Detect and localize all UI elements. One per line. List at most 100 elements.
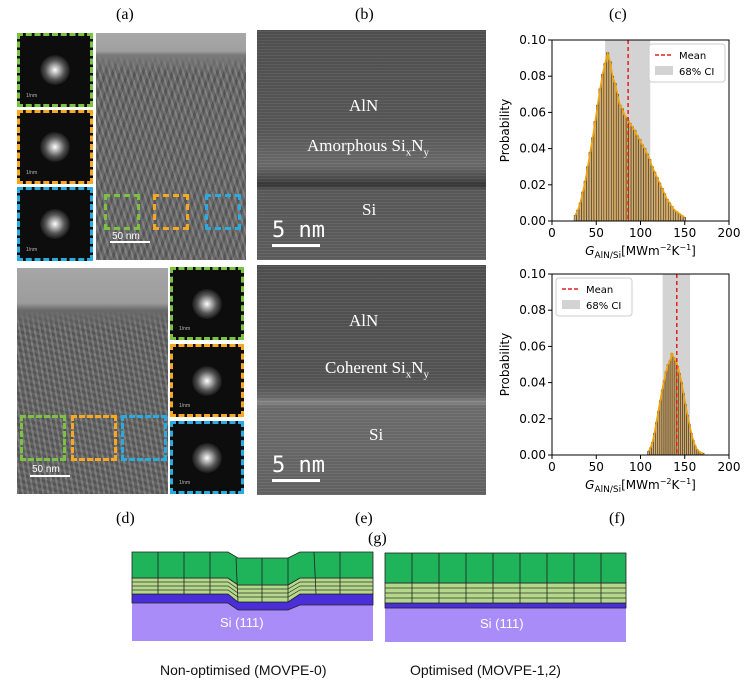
fft-spot bbox=[192, 365, 222, 396]
panel-label-d: (d) bbox=[116, 510, 135, 527]
fft-scale: 1/nm bbox=[179, 403, 191, 409]
fft-spot bbox=[40, 209, 70, 239]
y-tick-label: 0.02 bbox=[519, 412, 546, 426]
fft-green: 1/nm bbox=[17, 33, 93, 107]
y-tick-label: 0.04 bbox=[519, 376, 546, 390]
histogram-bar bbox=[613, 83, 617, 222]
histogram-bar bbox=[650, 166, 654, 222]
histogram-bar bbox=[672, 209, 677, 222]
fft-scale: 1/nm bbox=[26, 170, 38, 176]
histogram-bar bbox=[638, 139, 642, 222]
histogram-bar bbox=[618, 104, 622, 222]
aln-right bbox=[384, 552, 627, 584]
x-axis-label: GAlN/Si[MWm−2K−1] bbox=[585, 477, 696, 494]
fft-scale: 1/nm bbox=[179, 326, 191, 332]
caption-left: Non-optimised (MOVPE-0) bbox=[160, 662, 327, 678]
caption-right: Optimised (MOVPE-1,2) bbox=[410, 662, 561, 678]
histogram-bar bbox=[598, 88, 602, 222]
y-tick-label: 0.02 bbox=[519, 178, 546, 192]
histogram-bar bbox=[601, 74, 605, 222]
panel-label-a: (a) bbox=[116, 6, 134, 23]
x-tick-label: 50 bbox=[589, 226, 604, 240]
histogram-bar bbox=[630, 126, 634, 222]
scale-bar-label: 50 nm bbox=[112, 231, 140, 242]
layer-label-si: Si bbox=[362, 200, 377, 219]
histogram-bar bbox=[635, 135, 639, 222]
layer-label-interlayer: Coherent SixNy bbox=[325, 358, 430, 381]
histogram-bar bbox=[658, 182, 662, 222]
y-axis-label: Probability bbox=[498, 99, 512, 162]
aln-left bbox=[131, 551, 374, 586]
histogram-chart-f: 0 50 100 150 200 0.00 0.02 0.04 0.06 0.08 0.10 Prob… bbox=[498, 267, 741, 494]
roi-blue bbox=[205, 194, 241, 230]
roi-orange bbox=[153, 194, 189, 230]
tem-image-d: 50 nm bbox=[17, 268, 168, 494]
x-tick-label: 0 bbox=[548, 460, 556, 474]
histogram-bar bbox=[615, 94, 620, 222]
histogram-bar bbox=[660, 188, 664, 222]
legend-ci-label: 68% CI bbox=[586, 301, 621, 312]
histogram-bar bbox=[593, 121, 597, 222]
legend-mean-label: Mean bbox=[586, 285, 613, 296]
histogram-bar bbox=[667, 202, 672, 222]
scale-bar-label: 50 nm bbox=[32, 464, 60, 475]
x-tick-label: 100 bbox=[629, 226, 652, 240]
histogram-bar bbox=[603, 63, 607, 222]
fft-spot bbox=[192, 288, 222, 319]
substrate-label-right: Si (111) bbox=[480, 616, 524, 631]
fft-orange: 1/nm bbox=[170, 344, 244, 417]
substrate-label-left: Si (111) bbox=[220, 615, 264, 630]
y-tick-label: 0.06 bbox=[519, 105, 546, 119]
grain-boundaries-right bbox=[411, 553, 602, 603]
layer-label-si: Si bbox=[369, 425, 384, 444]
legend-mean-label: Mean bbox=[679, 51, 706, 62]
roi-green bbox=[104, 194, 140, 230]
fft-spot bbox=[40, 132, 70, 162]
tem-image-a: 50 nm bbox=[96, 33, 246, 260]
histogram-chart-c: 0 50 100 150 200 0.00 0.02 0.04 0.06 0.08 0.10 Prob… bbox=[498, 33, 740, 260]
buffer-lines-left bbox=[132, 581, 373, 598]
schematic-right bbox=[384, 552, 627, 642]
substrate-right bbox=[385, 608, 626, 642]
histogram-bar bbox=[633, 130, 637, 222]
interlayer-right bbox=[384, 602, 627, 609]
fft-scale: 1/nm bbox=[179, 480, 191, 486]
fft-scale: 1/nm bbox=[26, 247, 38, 253]
y-tick-label: 0.00 bbox=[519, 448, 546, 462]
panel-label-b: (b) bbox=[355, 6, 374, 23]
x-tick-label: 200 bbox=[718, 460, 741, 474]
x-tick-label: 100 bbox=[629, 460, 652, 474]
density-curve bbox=[647, 351, 704, 454]
histogram-bar bbox=[588, 151, 592, 222]
fft-blue: 1/nm bbox=[17, 187, 93, 261]
scale-bar-line bbox=[30, 475, 70, 477]
hrtem-image-b: AlN Amorphous SixNy Si 5 nm bbox=[257, 30, 486, 260]
layer-label-aln: AlN bbox=[349, 96, 379, 115]
x-axis-label: GAlN/Si[MWm−2K−1] bbox=[585, 243, 696, 260]
scale-bar-line bbox=[110, 241, 150, 243]
y-axis-label: Probability bbox=[498, 333, 512, 396]
roi-orange bbox=[71, 415, 117, 461]
y-tick-label: 0.00 bbox=[519, 214, 546, 228]
roi-green bbox=[20, 415, 66, 461]
scale-bar-label: 5 nm bbox=[272, 218, 325, 243]
histogram-bar bbox=[596, 104, 600, 222]
histogram-bar bbox=[591, 137, 595, 222]
roi-blue bbox=[121, 415, 167, 461]
fft-spot bbox=[40, 55, 70, 85]
scale-bar-line bbox=[272, 244, 320, 247]
histogram-bar bbox=[653, 171, 657, 222]
histogram-bar bbox=[682, 217, 686, 222]
fft-orange: 1/nm bbox=[17, 110, 93, 184]
histogram-bar bbox=[665, 198, 669, 222]
y-tick-label: 0.08 bbox=[519, 69, 546, 83]
fft-blue: 1/nm bbox=[170, 421, 244, 494]
layer-label-interlayer: Amorphous SixNy bbox=[307, 136, 429, 159]
histogram-bar bbox=[655, 177, 659, 222]
histogram-bar bbox=[648, 159, 652, 222]
density-curve bbox=[574, 52, 685, 219]
histogram-bar bbox=[610, 75, 615, 222]
panel-label-g: (g) bbox=[368, 530, 387, 547]
histogram-bar bbox=[628, 122, 632, 222]
histogram-bar bbox=[643, 148, 647, 222]
